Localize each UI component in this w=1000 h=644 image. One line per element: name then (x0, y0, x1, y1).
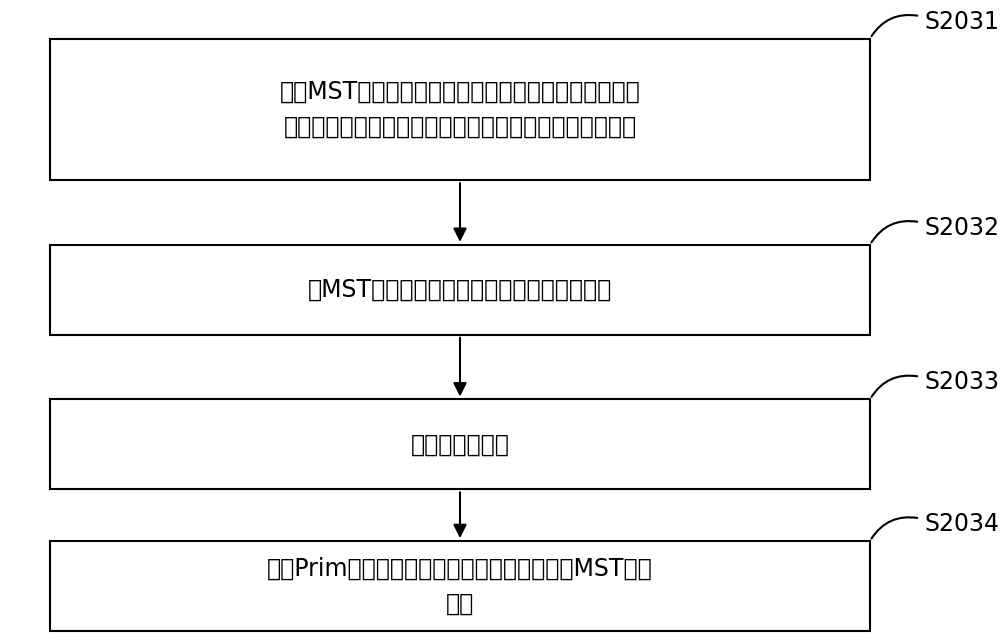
FancyBboxPatch shape (50, 399, 870, 489)
Text: 调用Prim普里姆算法根据等价边权重计算新的MST拓扑
结构: 调用Prim普里姆算法根据等价边权重计算新的MST拓扑 结构 (267, 556, 653, 616)
Text: S2032: S2032 (925, 216, 1000, 240)
FancyBboxPatch shape (50, 39, 870, 180)
Text: 统计MST拓扑下所有非叶子节点的过境流量，根据所有
非叶子节点的过境流量将其按比例映射到权重取值范围内: 统计MST拓扑下所有非叶子节点的过境流量，根据所有 非叶子节点的过境流量将其按比… (280, 80, 640, 139)
Text: 计算等价边权重: 计算等价边权重 (411, 432, 509, 457)
Text: 对MST拓扑下叶子节点的权重值进行重新配置: 对MST拓扑下叶子节点的权重值进行重新配置 (308, 278, 612, 302)
FancyBboxPatch shape (50, 541, 870, 631)
FancyBboxPatch shape (50, 245, 870, 335)
Text: S2033: S2033 (925, 370, 1000, 394)
Text: S2031: S2031 (925, 10, 1000, 33)
Text: S2034: S2034 (925, 512, 1000, 536)
